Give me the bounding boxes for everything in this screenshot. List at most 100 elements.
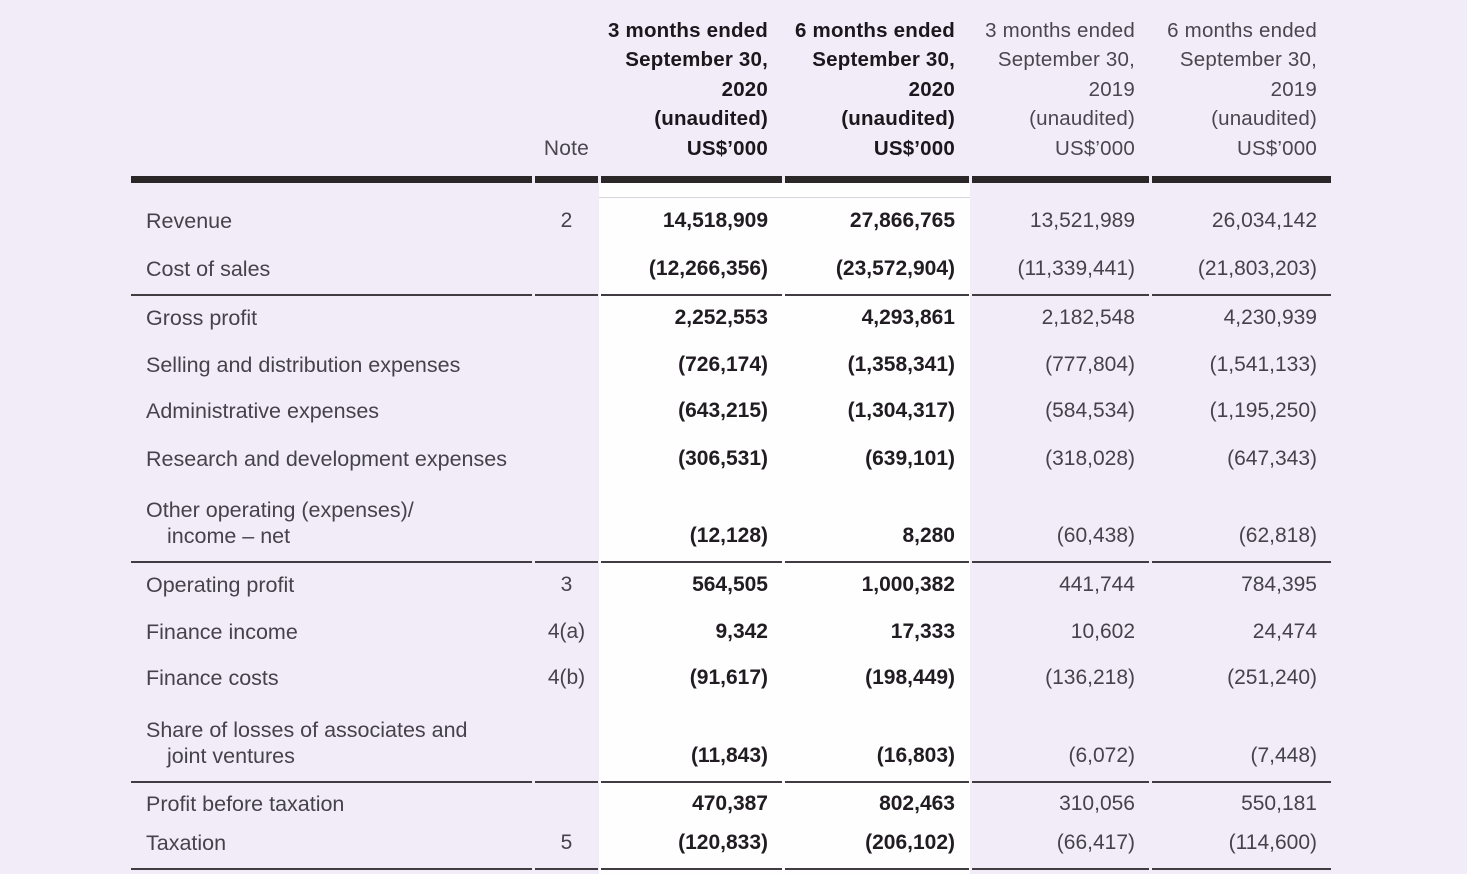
note-column-header: Note [535, 0, 598, 183]
value-6m-2019: 784,395 [1241, 573, 1317, 596]
value-3m-2020: 470,387 [692, 792, 768, 815]
value-3m-2020: (306,531) [678, 447, 768, 470]
value-6m-2019: (21,803,203) [1152, 246, 1331, 296]
value-6m-2020: 1,000,382 [861, 573, 955, 596]
value-3m-2019: (11,339,441) [972, 246, 1149, 296]
row-note: 5 [535, 829, 598, 870]
column-header-6m-2020: 6 months ended September 30, 2020 (unaudite… [785, 0, 969, 183]
table-row: Selling and distribution expenses (726,17… [131, 343, 1331, 390]
row-label: Profit before taxation [146, 792, 345, 816]
value-6m-2020: (1,358,341) [847, 353, 955, 376]
row-note [535, 390, 598, 436]
row-label: Cost of sales [131, 246, 532, 296]
value-3m-2020: (91,617) [689, 666, 768, 689]
row-note [535, 783, 598, 829]
row-note [535, 703, 598, 783]
value-3m-2019: 310,056 [1059, 792, 1135, 815]
table-row: Research and development expenses (306,53… [131, 436, 1331, 484]
value-6m-2019: 24,474 [1252, 620, 1317, 643]
value-3m-2020: (12,266,356) [601, 246, 782, 296]
row-label: Selling and distribution expenses [146, 353, 461, 377]
value-3m-2020: 14,518,909 [662, 209, 768, 232]
row-label: Taxation [131, 829, 532, 870]
value-6m-2019: 550,181 [1241, 792, 1317, 815]
value-6m-2019: (647,343) [1227, 447, 1317, 470]
row-note: 3 [560, 573, 573, 596]
column-header-3m-2020: 3 months ended September 30, 2020 (unaudite… [601, 0, 782, 183]
value-6m-2019: (1,195,250) [1209, 399, 1317, 422]
header-row: Note 3 months ended September 30, 2020 (una… [131, 0, 1331, 183]
value-6m-2020: (198,449) [865, 666, 955, 689]
value-3m-2020: (12,128) [601, 484, 782, 563]
value-3m-2020: (726,174) [678, 353, 768, 376]
value-3m-2020: (11,843) [601, 703, 782, 783]
column-header-3m-2019: 3 months ended September 30, 2019 (unaudite… [972, 0, 1149, 183]
row-label: Gross profit [146, 306, 258, 330]
table-row: Gross profit 2,252,553 4,293,861 2,182,548 4… [131, 296, 1331, 343]
row-note [535, 343, 598, 390]
value-6m-2019: (114,600) [1152, 829, 1331, 870]
value-3m-2019: 441,744 [1059, 573, 1135, 596]
table-row: Administrative expenses (643,215) (1,304,3… [131, 390, 1331, 436]
header-spacer [131, 0, 532, 183]
value-3m-2019: (777,804) [1045, 353, 1135, 376]
value-6m-2020: (16,803) [785, 703, 969, 783]
table-row: Revenue 2 14,518,909 27,866,765 13,521,989 26… [131, 183, 1331, 246]
row-label: Finance income [146, 620, 298, 644]
value-6m-2020: (23,572,904) [785, 246, 969, 296]
row-label: Research and development expenses [146, 447, 507, 471]
value-3m-2019: (60,438) [972, 484, 1149, 563]
value-3m-2020: 2,252,553 [674, 306, 768, 329]
income-statement-table: Note 3 months ended September 30, 2020 (una… [128, 0, 1334, 870]
value-6m-2020: 8,280 [785, 484, 969, 563]
value-6m-2019: (7,448) [1152, 703, 1331, 783]
table-row: Profit before taxation 470,387 802,463 310,… [131, 783, 1331, 829]
highlight-band-2020-columns [599, 183, 970, 874]
value-3m-2019: (6,072) [972, 703, 1149, 783]
row-label: Other operating (expenses)/income – net [131, 484, 532, 563]
value-3m-2019: (66,417) [972, 829, 1149, 870]
table-row: Cost of sales (12,266,356) (23,572,904) (11… [131, 246, 1331, 296]
row-note: 4(a) [547, 620, 586, 643]
row-note [535, 484, 598, 563]
row-note [535, 436, 598, 484]
value-6m-2019: 4,230,939 [1223, 306, 1317, 329]
column-header-6m-2019: 6 months ended September 30, 2019 (unaudite… [1152, 0, 1331, 183]
row-note [535, 296, 598, 343]
value-3m-2019: (584,534) [1045, 399, 1135, 422]
value-3m-2020: 9,342 [715, 620, 768, 643]
row-label: Administrative expenses [146, 399, 380, 423]
row-label: Finance costs [146, 666, 279, 690]
value-3m-2020: (643,215) [678, 399, 768, 422]
table-row: Operating profit 3 564,505 1,000,382 441,744… [131, 563, 1331, 610]
value-6m-2019: (62,818) [1152, 484, 1331, 563]
table-row: Finance costs 4(b) (91,617) (198,449) (136,2… [131, 657, 1331, 703]
value-3m-2019: (136,218) [1045, 666, 1135, 689]
table-row: Finance income 4(a) 9,342 17,333 10,602 24,47… [131, 610, 1331, 657]
row-note: 2 [560, 209, 573, 232]
row-note [535, 246, 598, 296]
value-6m-2020: (1,304,317) [847, 399, 955, 422]
value-3m-2020: (120,833) [601, 829, 782, 870]
value-3m-2019: (318,028) [1045, 447, 1135, 470]
value-3m-2019: 2,182,548 [1041, 306, 1135, 329]
row-label: Share of losses of associates and joint v… [131, 703, 532, 783]
value-6m-2019: 26,034,142 [1211, 209, 1317, 232]
value-6m-2020: (639,101) [865, 447, 955, 470]
value-3m-2020: 564,505 [692, 573, 768, 596]
row-label: Revenue [146, 209, 233, 233]
value-6m-2020: 4,293,861 [861, 306, 955, 329]
table-row: Taxation 5 (120,833) (206,102) (66,417) (114,… [131, 829, 1331, 870]
band-top-faint-rule [599, 197, 970, 198]
value-3m-2019: 10,602 [1070, 620, 1135, 643]
value-6m-2020: 802,463 [879, 792, 955, 815]
table-row: Other operating (expenses)/income – net (… [131, 484, 1331, 563]
row-label: Operating profit [146, 573, 295, 597]
row-note: 4(b) [547, 666, 586, 689]
value-6m-2020: (206,102) [785, 829, 969, 870]
value-6m-2020: 27,866,765 [849, 209, 955, 232]
table-row: Share of losses of associates and joint v… [131, 703, 1331, 783]
value-6m-2019: (251,240) [1227, 666, 1317, 689]
value-6m-2020: 17,333 [890, 620, 955, 643]
value-6m-2019: (1,541,133) [1209, 353, 1317, 376]
